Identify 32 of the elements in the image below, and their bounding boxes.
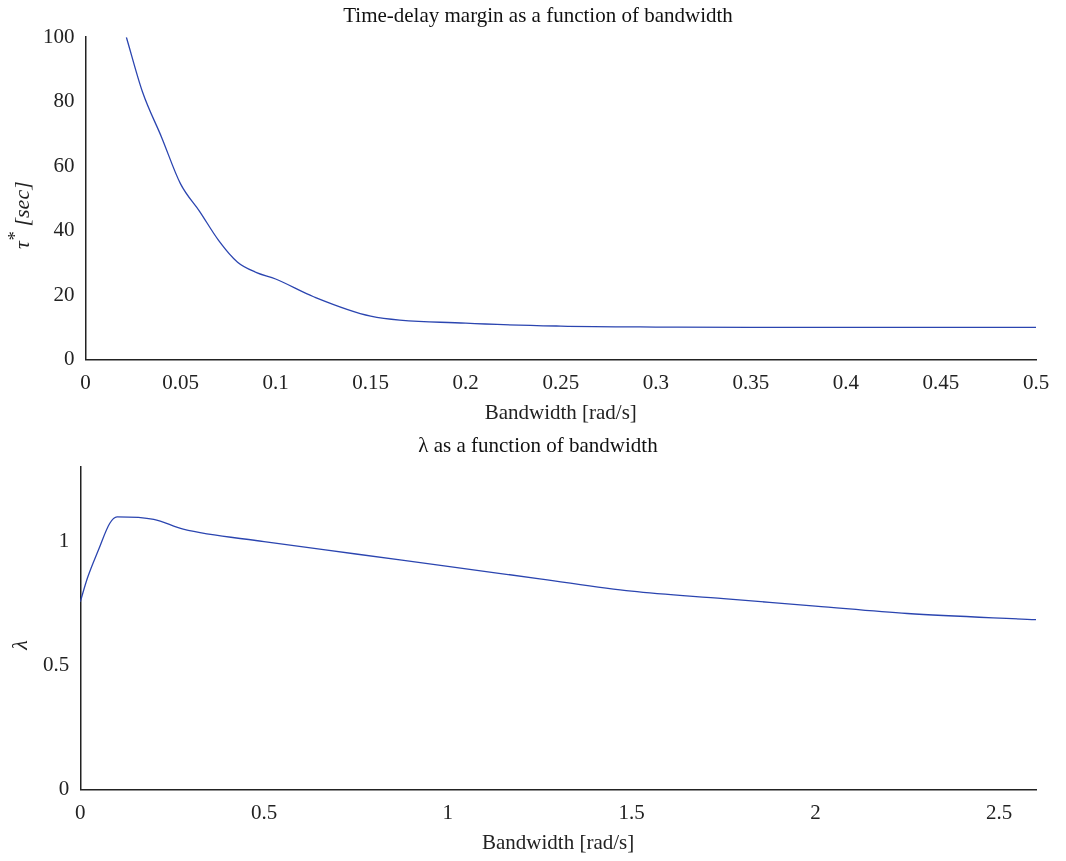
x-tick-label: 1 <box>442 799 454 824</box>
y-axis-title: λ <box>7 640 33 650</box>
x-tick-label: 0.4 <box>832 369 860 394</box>
x-tick-label: 0 <box>80 369 91 394</box>
y-tick-label: 0 <box>64 346 75 371</box>
y-tick-label: 1 <box>58 528 70 553</box>
x-tick-label: 0.1 <box>262 369 289 394</box>
y-tick-label: 20 <box>53 281 75 306</box>
x-tick-label: 0.15 <box>352 369 390 394</box>
y-tick-label: 100 <box>43 23 75 48</box>
line-series <box>80 516 1036 621</box>
x-tick-label: 0.35 <box>732 369 770 394</box>
x-tick-label: 0.05 <box>162 369 199 394</box>
y-tick-label: 60 <box>53 152 75 177</box>
x-tick-label: 2.5 <box>986 799 1013 824</box>
chart-title: λ as a function of bandwidth <box>418 433 659 458</box>
x-axis-title: Bandwidth [rad/s] <box>484 399 637 424</box>
x-tick-label: 2 <box>810 799 821 824</box>
chart-title: Time-delay margin as a function of bandwidth <box>343 3 734 28</box>
x-tick-label: 0.2 <box>452 369 479 394</box>
y-tick-label: 0.5 <box>43 652 70 677</box>
x-tick-label: 0.5 <box>250 799 278 824</box>
y-tick-label: 80 <box>53 88 75 113</box>
x-tick-label: 0.45 <box>922 369 960 394</box>
x-axis-title: Bandwidth [rad/s] <box>482 829 635 854</box>
x-tick-label: 0.3 <box>642 369 669 394</box>
x-tick-label: 0.25 <box>542 369 580 394</box>
x-tick-label: 1.5 <box>618 799 645 824</box>
x-tick-label: 0.5 <box>1022 369 1050 394</box>
y-tick-label: 0 <box>58 776 70 801</box>
y-tick-label: 40 <box>53 217 75 242</box>
line-series <box>125 37 1036 329</box>
